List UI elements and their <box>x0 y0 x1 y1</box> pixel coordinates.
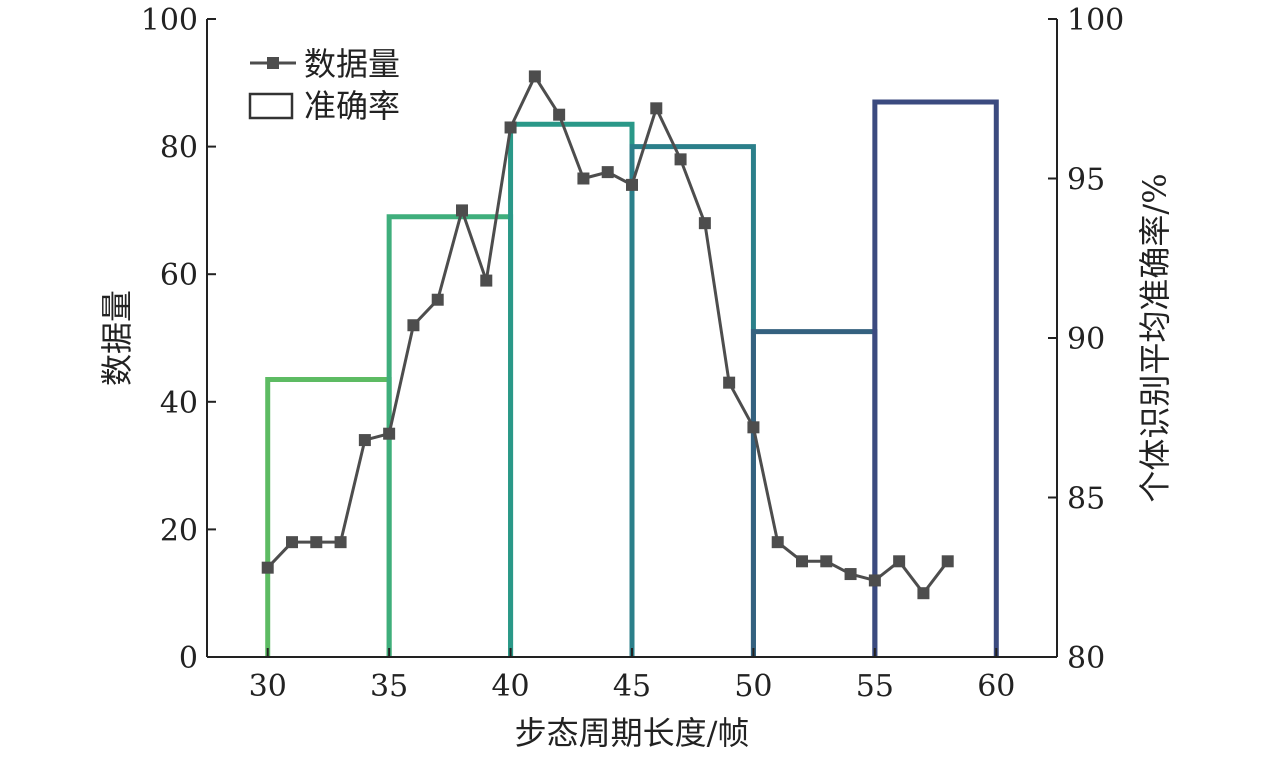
data-volume-series <box>261 70 954 600</box>
tick-labels: 30 35 40 45 50 55 60 0 20 40 60 80 100 80 85 90 95 100 <box>141 3 1125 704</box>
data-point-25 <box>868 574 881 587</box>
data-point-13 <box>577 172 590 185</box>
x-tick-label-50: 50 <box>734 669 772 704</box>
data-point-26 <box>893 555 906 568</box>
y-right-tick-label-95: 95 <box>1067 163 1105 198</box>
data-point-16 <box>650 102 663 115</box>
data-point-12 <box>553 108 566 121</box>
accuracy-bar-4 <box>750 329 878 657</box>
data-point-24 <box>844 568 857 581</box>
y-right-tick-label-85: 85 <box>1067 482 1105 517</box>
right-y-axis-label: 个体识别平均准确率/% <box>1136 173 1174 502</box>
accuracy-bar-5 <box>872 99 999 657</box>
data-point-10 <box>504 121 517 134</box>
y-left-tick-label-100: 100 <box>141 3 198 38</box>
data-point-18 <box>698 217 711 230</box>
x-tick-label-60: 60 <box>977 669 1015 704</box>
series-line-0 <box>266 74 949 595</box>
accuracy-bar-0 <box>265 376 392 657</box>
data-point-15 <box>626 178 638 191</box>
accuracy-bar-2 <box>508 121 635 657</box>
data-point-11 <box>528 70 541 83</box>
data-point-2 <box>310 536 323 549</box>
data-point-5 <box>383 427 396 440</box>
data-point-9 <box>480 274 493 287</box>
y-left-tick-label-0: 0 <box>179 641 198 676</box>
data-point-23 <box>820 555 833 568</box>
legend-label-accuracy: 准确率 <box>304 87 400 125</box>
accuracy-bar-3 <box>629 144 756 657</box>
data-point-6 <box>407 319 420 332</box>
x-tick-label-55: 55 <box>856 669 894 704</box>
left-y-axis-label: 数据量 <box>98 290 136 386</box>
x-tick-label-40: 40 <box>491 669 529 704</box>
data-point-8 <box>456 204 468 217</box>
data-point-17 <box>674 153 687 166</box>
legend-label-data-volume: 数据量 <box>304 45 400 83</box>
y-left-tick-label-40: 40 <box>160 386 198 421</box>
y-right-tick-label-90: 90 <box>1067 322 1105 357</box>
y-left-tick-label-80: 80 <box>160 131 198 166</box>
data-point-1 <box>286 536 298 549</box>
x-tick-label-45: 45 <box>613 669 651 704</box>
y-right-tick-label-80: 80 <box>1067 641 1105 676</box>
axes <box>206 18 1058 658</box>
y-left-tick-label-20: 20 <box>160 513 198 548</box>
data-point-0 <box>261 561 274 574</box>
legend-hollow-bar-swatch <box>248 92 294 120</box>
data-point-28 <box>941 555 954 568</box>
x-axis-label: 步态周期长度/帧 <box>515 714 750 752</box>
x-tick-label-35: 35 <box>370 669 408 704</box>
legend: 数据量 准确率 <box>248 45 400 125</box>
data-point-27 <box>917 587 930 600</box>
y-left-tick-label-60: 60 <box>160 258 198 293</box>
data-point-20 <box>747 421 760 434</box>
data-point-7 <box>431 293 444 306</box>
data-point-4 <box>358 434 371 447</box>
y-right-tick-label-100: 100 <box>1067 3 1124 38</box>
data-point-14 <box>601 166 614 179</box>
x-tick-label-30: 30 <box>249 669 287 704</box>
legend-square-marker <box>267 57 279 69</box>
accuracy-bar-1 <box>386 214 514 657</box>
data-point-21 <box>771 536 784 549</box>
data-point-19 <box>723 376 736 389</box>
data-point-22 <box>796 555 808 568</box>
data-point-3 <box>334 536 347 549</box>
